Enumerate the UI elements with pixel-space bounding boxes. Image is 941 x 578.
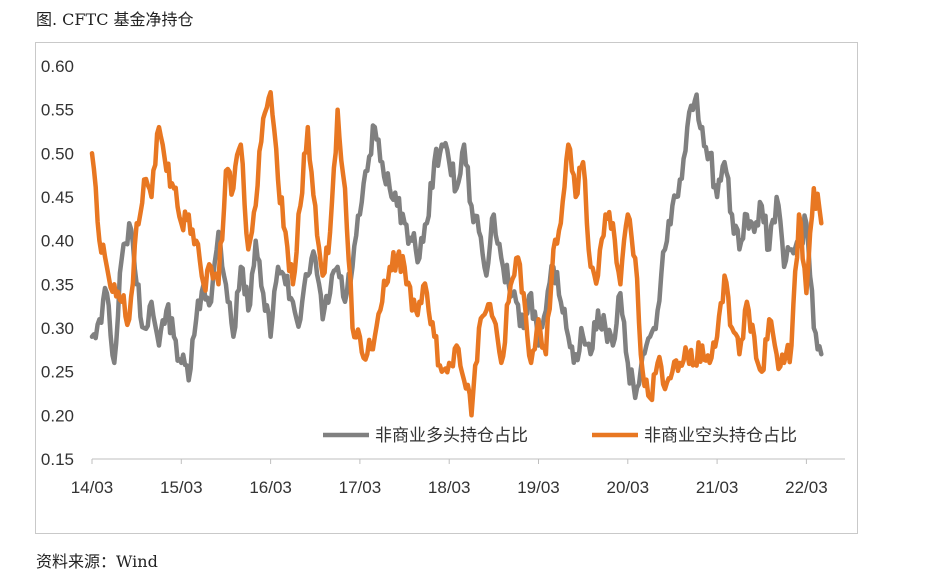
figure-title: 图. CFTC 基金净持仓 bbox=[36, 10, 194, 29]
y-tick-label: 0.20 bbox=[41, 406, 74, 425]
y-tick-label: 0.25 bbox=[41, 363, 74, 382]
series-layer bbox=[89, 89, 824, 418]
x-tick-label: 20/03 bbox=[607, 478, 650, 497]
legend-label: 非商业多头持仓占比 bbox=[375, 426, 528, 446]
x-tick-label: 15/03 bbox=[160, 478, 203, 497]
y-tick-label: 0.15 bbox=[41, 450, 74, 469]
x-tick-label: 14/03 bbox=[71, 478, 114, 497]
series-line-2 bbox=[89, 89, 824, 418]
x-tick-label: 17/03 bbox=[339, 478, 382, 497]
axis-layer: 0.15 0.20 0.25 0.30 0.35 0.40 0.45 0.50 0.55 0.60… bbox=[41, 57, 845, 497]
y-tick-label: 0.40 bbox=[41, 232, 74, 251]
y-tick-label: 0.45 bbox=[41, 188, 74, 207]
x-tick-label: 21/03 bbox=[696, 478, 739, 497]
y-tick-label: 0.35 bbox=[41, 275, 74, 294]
chart-frame bbox=[35, 42, 858, 534]
x-tick-label: 22/03 bbox=[785, 478, 828, 497]
legend-label: 非商业空头持仓占比 bbox=[644, 426, 797, 446]
x-tick-label: 19/03 bbox=[517, 478, 560, 497]
y-tick-label: 0.55 bbox=[41, 101, 74, 120]
y-tick-label: 0.30 bbox=[41, 319, 74, 338]
legend-layer: 非商业多头持仓占比 非商业空头持仓占比 bbox=[323, 426, 797, 446]
y-tick-label: 0.50 bbox=[41, 144, 74, 163]
x-tick-label: 18/03 bbox=[428, 478, 471, 497]
source-note: 资料来源：Wind bbox=[36, 552, 158, 571]
x-tick-label: 16/03 bbox=[249, 478, 292, 497]
y-tick-label: 0.60 bbox=[41, 57, 74, 76]
